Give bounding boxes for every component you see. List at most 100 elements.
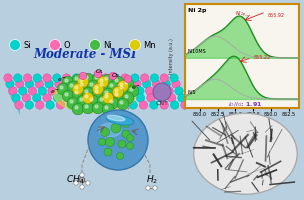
Circle shape — [126, 94, 134, 102]
Circle shape — [43, 94, 51, 102]
Circle shape — [136, 87, 144, 95]
Circle shape — [82, 102, 94, 114]
Circle shape — [75, 77, 78, 80]
Circle shape — [74, 80, 83, 88]
Circle shape — [110, 100, 113, 103]
Circle shape — [107, 81, 119, 93]
Circle shape — [62, 74, 71, 82]
Circle shape — [80, 83, 83, 86]
Circle shape — [126, 134, 133, 142]
Circle shape — [67, 97, 79, 109]
Circle shape — [171, 101, 179, 109]
Circle shape — [77, 87, 85, 95]
Circle shape — [113, 117, 119, 123]
Circle shape — [100, 98, 103, 101]
Circle shape — [162, 80, 171, 88]
Text: $Ni_{2p_{3/2}}$: $Ni_{2p_{3/2}}$ — [235, 10, 250, 20]
Circle shape — [120, 86, 123, 89]
Circle shape — [85, 90, 88, 93]
Circle shape — [131, 74, 139, 82]
Circle shape — [92, 102, 104, 114]
Text: $CH_4$: $CH_4$ — [66, 173, 84, 186]
Circle shape — [19, 87, 27, 95]
Circle shape — [95, 105, 98, 108]
Circle shape — [74, 94, 82, 102]
Circle shape — [194, 113, 297, 194]
Ellipse shape — [54, 77, 136, 112]
Circle shape — [15, 101, 23, 109]
Circle shape — [102, 92, 113, 104]
X-axis label: Binding energy (eV): Binding energy (eV) — [218, 119, 267, 124]
Text: $O_1$: $O_1$ — [95, 68, 105, 76]
Circle shape — [120, 101, 123, 104]
Circle shape — [125, 81, 128, 84]
Circle shape — [168, 94, 176, 102]
Circle shape — [78, 76, 88, 88]
Circle shape — [160, 74, 168, 82]
Circle shape — [80, 185, 84, 189]
Circle shape — [170, 74, 178, 82]
Circle shape — [126, 142, 133, 150]
Circle shape — [72, 88, 84, 100]
Text: Intensity (a.u.): Intensity (a.u.) — [169, 38, 174, 74]
Circle shape — [172, 80, 180, 88]
Circle shape — [56, 101, 65, 109]
Text: $I_D/I_G$: 1.91: $I_D/I_G$: 1.91 — [228, 100, 263, 109]
Circle shape — [155, 87, 164, 95]
Circle shape — [117, 83, 129, 95]
Text: $e^-$: $e^-$ — [57, 76, 67, 84]
Circle shape — [85, 94, 93, 102]
Circle shape — [105, 91, 108, 94]
Circle shape — [146, 186, 150, 190]
Circle shape — [116, 152, 123, 160]
Circle shape — [72, 84, 84, 95]
Circle shape — [105, 94, 114, 102]
Text: $e^-$: $e^-$ — [131, 84, 141, 92]
Circle shape — [77, 80, 89, 92]
Circle shape — [88, 110, 148, 170]
Circle shape — [33, 74, 41, 82]
Circle shape — [6, 80, 14, 88]
Circle shape — [74, 181, 78, 185]
Circle shape — [118, 140, 126, 148]
Circle shape — [38, 87, 47, 95]
Circle shape — [46, 101, 54, 109]
Circle shape — [77, 95, 89, 107]
Circle shape — [79, 72, 87, 80]
Circle shape — [72, 74, 81, 82]
Circle shape — [97, 80, 109, 92]
Ellipse shape — [107, 115, 125, 121]
Circle shape — [126, 87, 134, 95]
Circle shape — [82, 87, 94, 99]
Circle shape — [35, 80, 43, 88]
Circle shape — [82, 92, 94, 104]
Circle shape — [14, 74, 22, 82]
Circle shape — [58, 87, 66, 95]
Text: $H_2$: $H_2$ — [146, 173, 158, 186]
Circle shape — [104, 148, 112, 156]
Text: Ni: Ni — [103, 40, 112, 49]
Polygon shape — [8, 82, 190, 105]
Circle shape — [124, 75, 132, 83]
Circle shape — [95, 90, 98, 93]
Circle shape — [88, 101, 96, 109]
Circle shape — [106, 87, 115, 95]
Circle shape — [16, 80, 24, 88]
Circle shape — [102, 88, 114, 100]
Text: Ni10MS: Ni10MS — [188, 49, 206, 54]
Circle shape — [90, 98, 93, 101]
Circle shape — [75, 106, 78, 109]
Circle shape — [130, 88, 133, 91]
Circle shape — [85, 76, 88, 79]
Circle shape — [67, 81, 79, 93]
Circle shape — [116, 94, 124, 102]
Circle shape — [70, 100, 73, 103]
Text: Si: Si — [23, 40, 31, 49]
Circle shape — [90, 83, 93, 86]
Circle shape — [36, 101, 44, 109]
Circle shape — [105, 95, 108, 98]
Circle shape — [101, 128, 109, 136]
Circle shape — [105, 106, 108, 109]
Polygon shape — [8, 82, 20, 115]
Circle shape — [23, 74, 32, 82]
